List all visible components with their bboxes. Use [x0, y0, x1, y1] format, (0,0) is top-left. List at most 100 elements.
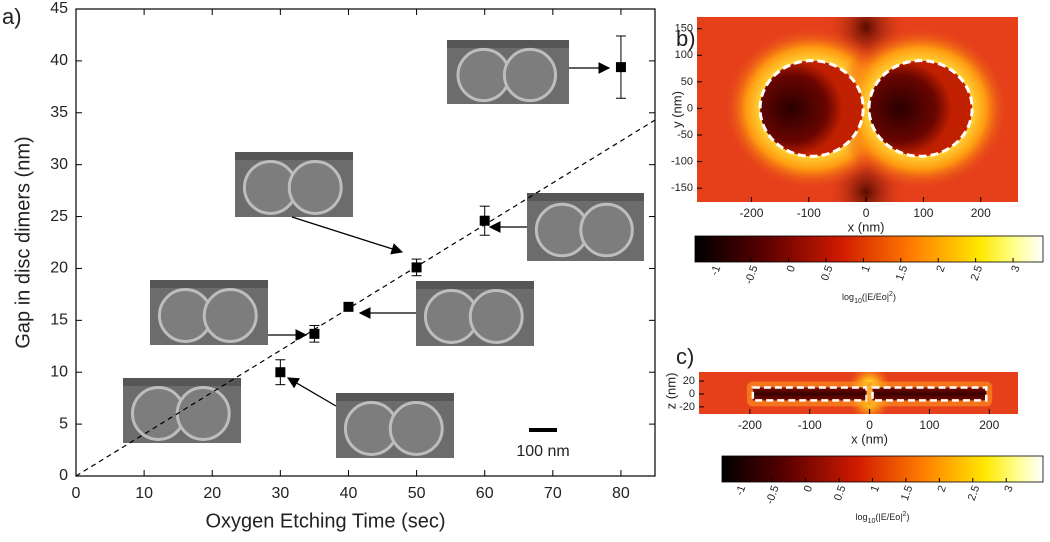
sem-band — [123, 378, 241, 386]
colorbar-tick-label: 1.5 — [894, 264, 911, 282]
colorbar-tick-label: 1 — [860, 264, 873, 274]
colorbar-tick-label: 3 — [1009, 264, 1022, 274]
field — [699, 372, 1018, 414]
y-tick-label: -100 — [671, 156, 693, 168]
x-axis-label: Oxygen Etching Time (sec) — [205, 510, 445, 532]
colorbar-label-part: (|E/Eo| — [862, 292, 889, 302]
sem-disc — [202, 288, 258, 343]
x-tick-label: 80 — [612, 485, 630, 502]
x-tick-label: 60 — [476, 485, 494, 502]
sem-disc — [456, 47, 511, 103]
y-tick-label: 0 — [687, 102, 693, 114]
x-axis-label: x (nm) — [848, 219, 885, 234]
rod — [871, 386, 988, 402]
x-tick-label: 200 — [971, 206, 991, 220]
colorbar-tick-label: 0.5 — [832, 484, 849, 502]
colorbar-tick-label: 2.5 — [966, 484, 983, 502]
colorbar-label: log10(|E/Eo|2) — [856, 511, 910, 525]
x-tick-label: 40 — [340, 485, 358, 502]
y-tick-label: 0 — [59, 467, 68, 484]
y-tick-label: 15 — [50, 312, 68, 329]
data-point — [343, 301, 354, 312]
colorbar-tick-label: -1 — [709, 264, 724, 277]
colorbar-tick-label: 1.5 — [899, 484, 916, 502]
y-tick-label: 25 — [50, 208, 68, 225]
sem-disc — [502, 47, 558, 103]
y-tick-label: 50 — [681, 76, 693, 88]
colorbar-label-part: 10 — [854, 298, 862, 305]
colorbar-label-part: 10 — [868, 518, 876, 525]
y-tick-label: 100 — [675, 49, 693, 61]
panel-label: c) — [676, 344, 694, 369]
colorbar-tick-label: -0.5 — [764, 484, 782, 506]
data-point — [411, 262, 422, 273]
y-tick-label: -20 — [679, 401, 695, 413]
sem-band — [150, 280, 268, 288]
x-tick-label: 10 — [135, 485, 153, 502]
x-tick-label: 100 — [919, 418, 939, 432]
field — [697, 17, 1018, 202]
y-tick-label: -50 — [677, 129, 693, 141]
y-tick-label: 45 — [50, 0, 68, 17]
disc — [758, 59, 865, 158]
y-tick-label: 150 — [675, 23, 693, 35]
scale-bar-label: 100 nm — [516, 443, 569, 460]
colorbar-label-part: log — [856, 512, 868, 522]
x-tick-label: 20 — [203, 485, 221, 502]
y-tick-label: 0 — [689, 388, 695, 400]
sem-band — [336, 393, 454, 401]
panel-label: a) — [2, 4, 22, 29]
x-tick-label: -200 — [739, 206, 763, 220]
x-tick-label: 50 — [408, 485, 426, 502]
y-tick-label: 20 — [50, 260, 68, 277]
y-axis-label: z (nm) — [663, 373, 678, 410]
y-tick-label: 30 — [50, 156, 68, 173]
colorbar-tick-label: 2.5 — [969, 264, 986, 282]
colorbar-tick-label: 0 — [802, 484, 815, 494]
sem-band — [235, 152, 353, 160]
sem-band — [416, 281, 534, 289]
data-point — [479, 215, 490, 226]
sem-disc — [287, 160, 343, 215]
colorbar-label-part: (|E/Eo| — [875, 512, 902, 522]
x-tick-label: 200 — [979, 418, 999, 432]
data-point — [275, 367, 286, 378]
x-tick-label: 30 — [271, 485, 289, 502]
x-tick-label: 100 — [913, 206, 933, 220]
sem-disc — [579, 202, 634, 258]
colorbar-label-part: ) — [906, 512, 909, 522]
x-tick-label: -100 — [798, 418, 822, 432]
colorbar-tick-label: 2 — [934, 264, 947, 274]
x-tick-label: 0 — [863, 206, 870, 220]
sem-band — [527, 193, 644, 201]
y-tick-label: 40 — [50, 52, 68, 69]
colorbar — [694, 235, 1044, 263]
arrow — [291, 216, 404, 255]
colorbar-tick-label: -1 — [734, 484, 749, 497]
plot-frame — [75, 8, 656, 477]
y-tick-label: -150 — [671, 182, 693, 194]
colorbar-label-part: 2 — [889, 291, 893, 298]
colorbar-label-part: 2 — [903, 511, 907, 518]
panel-label: b) — [676, 26, 696, 51]
y-axis-label: y (nm) — [669, 91, 684, 128]
x-tick-label: 70 — [544, 485, 562, 502]
arrow — [286, 377, 337, 407]
x-tick-label: 0 — [72, 485, 81, 502]
x-tick-label: -200 — [738, 418, 762, 432]
colorbar-tick-label: 0 — [785, 264, 798, 274]
y-tick-label: 20 — [683, 375, 695, 387]
x-tick-label: 0 — [866, 418, 873, 432]
x-tick-label: -100 — [797, 206, 821, 220]
sem-disc — [175, 386, 231, 441]
rod — [751, 386, 868, 402]
y-axis-label: Gap in disc dimers (nm) — [12, 136, 34, 348]
sem-disc — [388, 401, 444, 456]
sem-band — [447, 40, 569, 48]
colorbar-label-part: ) — [893, 292, 896, 302]
y-tick-label: 5 — [59, 415, 68, 432]
disc — [867, 59, 974, 158]
colorbar — [721, 455, 1044, 483]
colorbar-tick-label: 1 — [869, 484, 882, 494]
